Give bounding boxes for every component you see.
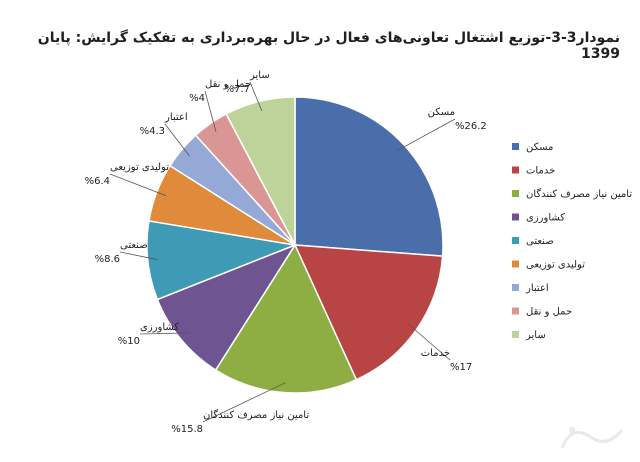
slice-name-label: کشاورزی (140, 322, 179, 333)
legend-swatch (512, 284, 519, 291)
legend-swatch (512, 237, 519, 244)
legend-swatch (512, 166, 519, 174)
legend-swatch (512, 143, 519, 150)
slice-value-label: %8.6 (95, 254, 120, 265)
leader-line (164, 123, 190, 157)
leader-line (396, 118, 456, 152)
slice-name-label: تامین نیاز مصرف کنندگان (203, 409, 309, 421)
leader-line (204, 90, 217, 132)
slice-name-label: مسکن (428, 107, 455, 118)
pie-slice (294, 96, 444, 257)
legend-label: تولیدی توزیعی (526, 260, 585, 271)
chart-title: نمودار3-3-توزیع اشتغال تعاونی‌های فعال د… (37, 30, 620, 62)
legend-label: کشاورزی (526, 213, 565, 224)
watermark-logo (560, 427, 624, 449)
slice-value-label: %17 (450, 362, 472, 373)
legend-swatch (512, 260, 519, 268)
legend-label: مسکن (526, 142, 553, 153)
pie-slice (156, 243, 297, 371)
legend-label: سایر (525, 330, 546, 341)
slice-value-label: %15.8 (171, 424, 203, 435)
slice-value-label: %10 (118, 336, 140, 347)
legend-label: صنعتی (526, 236, 554, 247)
legend-label: اعتبار (525, 283, 549, 294)
leader-line (119, 251, 158, 261)
slice-value-label: %4 (189, 93, 205, 104)
legend-label: تامین نیاز مصرف کنندگان (526, 188, 632, 200)
legend-swatch (512, 190, 519, 197)
pie-slice (214, 243, 358, 394)
leader-line (109, 173, 167, 197)
legend-swatch (512, 307, 519, 315)
leader-line (407, 323, 451, 361)
slice-name-label: سایر (249, 70, 270, 81)
slice-name-label: حمل و نقل (205, 79, 251, 90)
leader-line (202, 382, 286, 423)
pie-slice (225, 96, 296, 246)
slice-name-label: خدمات (421, 348, 450, 359)
legend-label: خدمات (526, 166, 555, 177)
slice-value-label: %4.3 (140, 126, 165, 137)
slice-value-label: %26.2 (455, 121, 487, 132)
slice-value-label: %7.7 (225, 84, 250, 95)
slice-name-label: صنعتی (120, 240, 148, 251)
slice-name-label: اعتبار (164, 112, 188, 123)
legend-swatch (512, 213, 519, 221)
slice-name-label: تولیدی توزیعی (110, 162, 169, 173)
legend-label: حمل و نقل (526, 307, 572, 318)
legend-swatch (512, 331, 519, 338)
leader-line (249, 81, 263, 112)
leader-line (139, 332, 189, 335)
pie-slice (293, 244, 444, 381)
slice-value-label: %6.4 (85, 176, 110, 187)
